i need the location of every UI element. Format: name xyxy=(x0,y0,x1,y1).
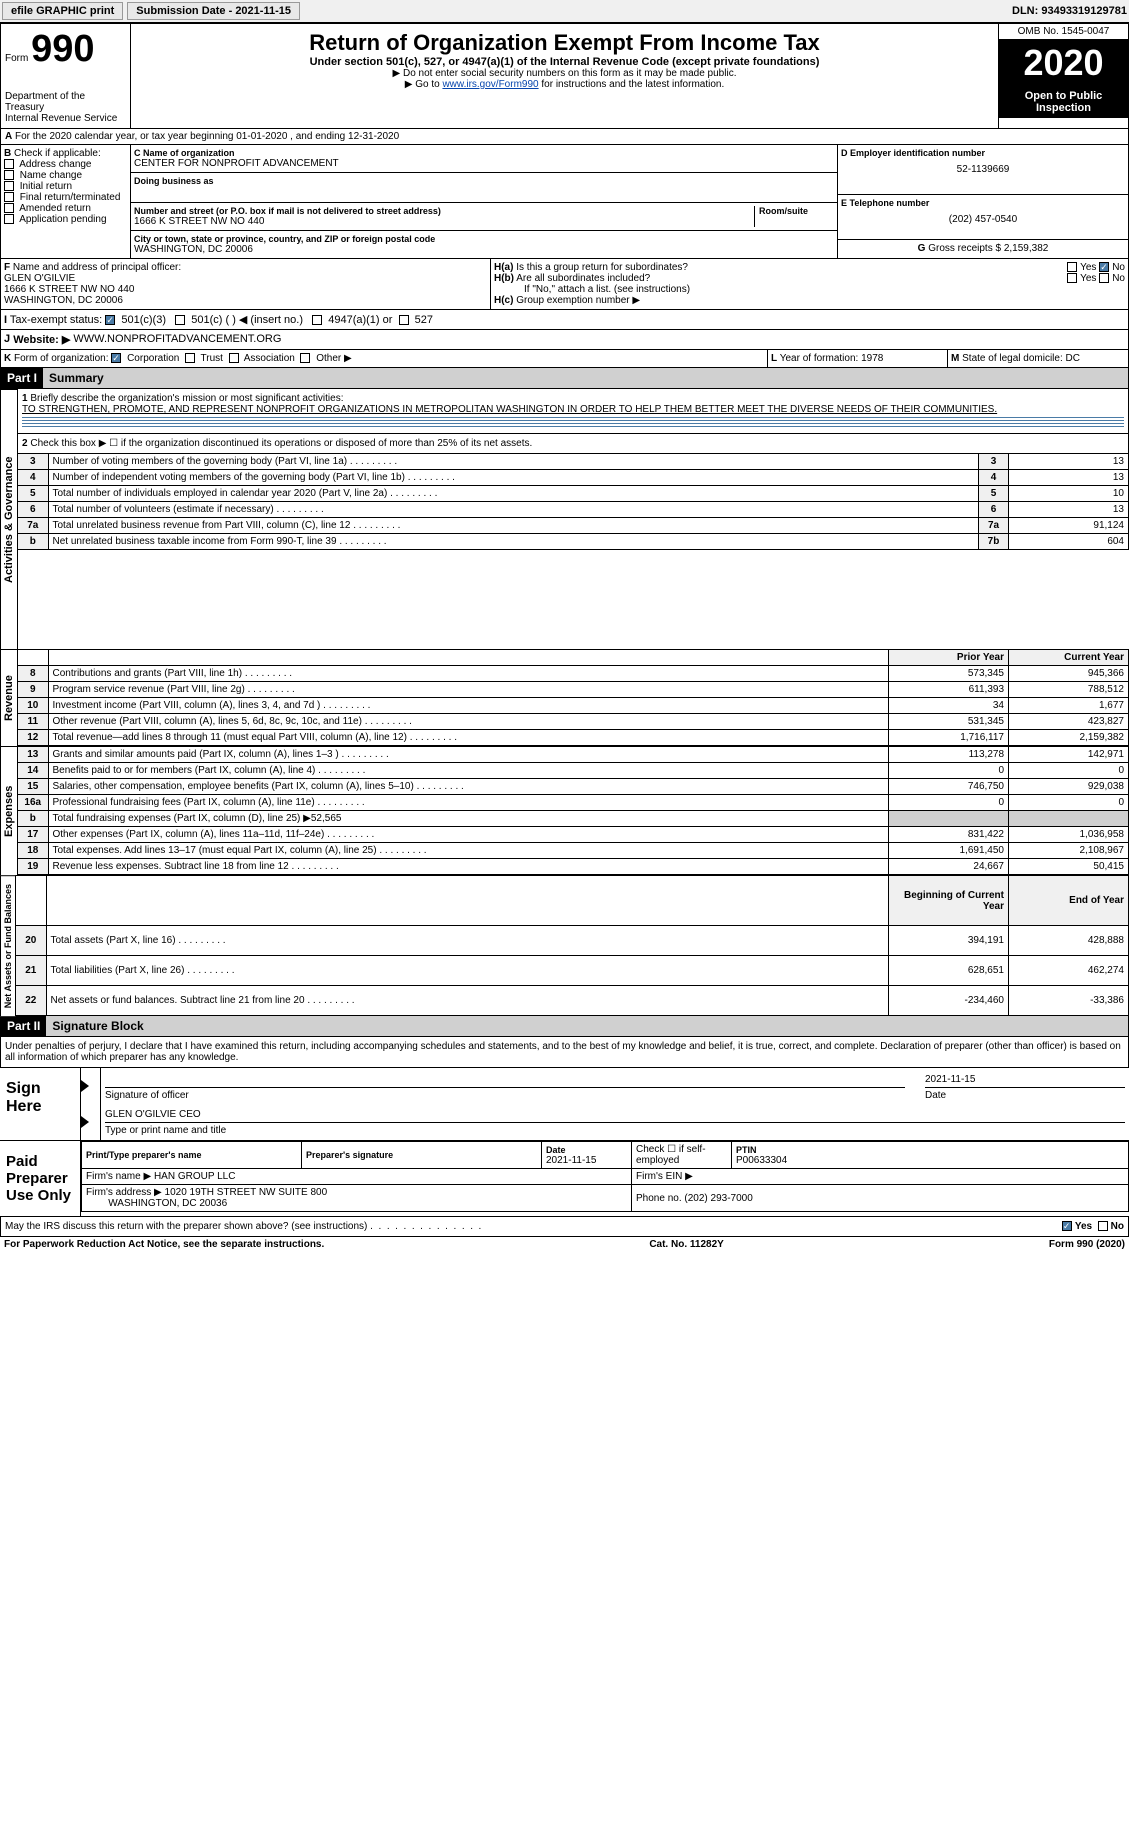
submission-date-badge: Submission Date - 2021-11-15 xyxy=(127,2,300,20)
org-address: 1666 K STREET NW NO 440 xyxy=(134,216,754,227)
section-i: I Tax-exempt status: 501(c)(3) 501(c) ( … xyxy=(4,313,1125,326)
declaration-text: Under penalties of perjury, I declare th… xyxy=(0,1037,1129,1068)
expenses-label: Expenses xyxy=(0,746,18,875)
part2-title: Signature Block xyxy=(46,1016,1128,1036)
efile-badge: efile GRAPHIC print xyxy=(2,2,123,20)
org-city: WASHINGTON, DC 20006 xyxy=(134,244,834,255)
prep-date: 2021-11-15 xyxy=(546,1155,596,1166)
note-ssn: ▶ Do not enter social security numbers o… xyxy=(137,68,992,79)
governance-label: Activities & Governance xyxy=(0,389,18,649)
discuss-yes-checkbox[interactable] xyxy=(1062,1221,1072,1231)
section-k: K Form of organization: Corporation Trus… xyxy=(1,350,768,367)
form-number: 990 xyxy=(31,28,94,70)
arrow-icon xyxy=(81,1080,89,1092)
netassets-table: Beginning of Current YearEnd of Year20To… xyxy=(16,875,1129,1016)
corp-checkbox[interactable] xyxy=(111,353,121,363)
mission-text: TO STRENGTHEN, PROMOTE, AND REPRESENT NO… xyxy=(22,404,997,415)
section-h: H(a) Is this a group return for subordin… xyxy=(491,259,1128,309)
ha-no-checkbox[interactable] xyxy=(1099,262,1109,272)
section-f: F Name and address of principal officer:… xyxy=(1,259,491,309)
section-b: B Check if applicable: Address change Na… xyxy=(1,145,131,258)
year-formation: 1978 xyxy=(861,353,883,364)
part1-title: Summary xyxy=(43,368,1128,388)
part2-header: Part II xyxy=(1,1016,46,1036)
firm-name: HAN GROUP LLC xyxy=(154,1171,236,1182)
firm-phone: (202) 293-7000 xyxy=(684,1193,752,1204)
ptin: P00633304 xyxy=(736,1155,787,1166)
dept-label: Department of the Treasury xyxy=(5,91,126,113)
org-name: CENTER FOR NONPROFIT ADVANCEMENT xyxy=(134,158,834,169)
form-title-block: Form 990 Department of the Treasury Inte… xyxy=(0,23,1129,129)
officer-name: GLEN O'GILVIE xyxy=(4,273,75,284)
top-header: efile GRAPHIC print Submission Date - 20… xyxy=(0,0,1129,23)
omb-number: OMB No. 1545-0047 xyxy=(999,24,1128,40)
form-title: Return of Organization Exempt From Incom… xyxy=(137,30,992,56)
sig-date: 2021-11-15 xyxy=(925,1074,1125,1088)
sign-here-label: Sign Here xyxy=(0,1068,80,1140)
state-domicile: DC xyxy=(1066,353,1080,364)
line-a: A For the 2020 calendar year, or tax yea… xyxy=(0,129,1129,145)
officer-name-title: GLEN O'GILVIE CEO xyxy=(105,1109,1125,1123)
form-subtitle: Under section 501(c), 527, or 4947(a)(1)… xyxy=(137,56,992,68)
part1-header: Part I xyxy=(1,368,43,388)
form-prefix: Form xyxy=(5,53,28,64)
ein: 52-1139669 xyxy=(841,164,1125,175)
gross-receipts: 2,159,382 xyxy=(1004,243,1049,254)
arrow-icon xyxy=(81,1116,89,1128)
expenses-table: 13Grants and similar amounts paid (Part … xyxy=(18,746,1129,875)
website: WWW.NONPROFITADVANCEMENT.ORG xyxy=(73,333,281,346)
note-link: ▶ Go to www.irs.gov/Form990 for instruct… xyxy=(137,79,992,90)
501c3-checkbox[interactable] xyxy=(105,315,115,325)
irs-link[interactable]: www.irs.gov/Form990 xyxy=(442,79,538,90)
open-to-public: Open to Public Inspection xyxy=(999,86,1128,118)
revenue-table: Prior YearCurrent Year8Contributions and… xyxy=(18,649,1129,746)
phone: (202) 457-0540 xyxy=(841,214,1125,225)
dln-label: DLN: 93493319129781 xyxy=(1012,5,1127,17)
tax-year: 2020 xyxy=(999,40,1128,86)
section-deg: D Employer identification number 52-1139… xyxy=(838,145,1128,258)
paid-preparer-label: Paid Preparer Use Only xyxy=(0,1141,80,1216)
netassets-label: Net Assets or Fund Balances xyxy=(0,875,16,1016)
irs-label: Internal Revenue Service xyxy=(5,113,126,124)
section-c: C Name of organization CENTER FOR NONPRO… xyxy=(131,145,838,258)
discuss-text: May the IRS discuss this return with the… xyxy=(5,1221,1062,1232)
firm-addr: 1020 19TH STREET NW SUITE 800 xyxy=(165,1187,328,1198)
page-footer: For Paperwork Reduction Act Notice, see … xyxy=(0,1237,1129,1252)
governance-table: 3Number of voting members of the governi… xyxy=(18,453,1129,550)
revenue-label: Revenue xyxy=(0,649,18,746)
